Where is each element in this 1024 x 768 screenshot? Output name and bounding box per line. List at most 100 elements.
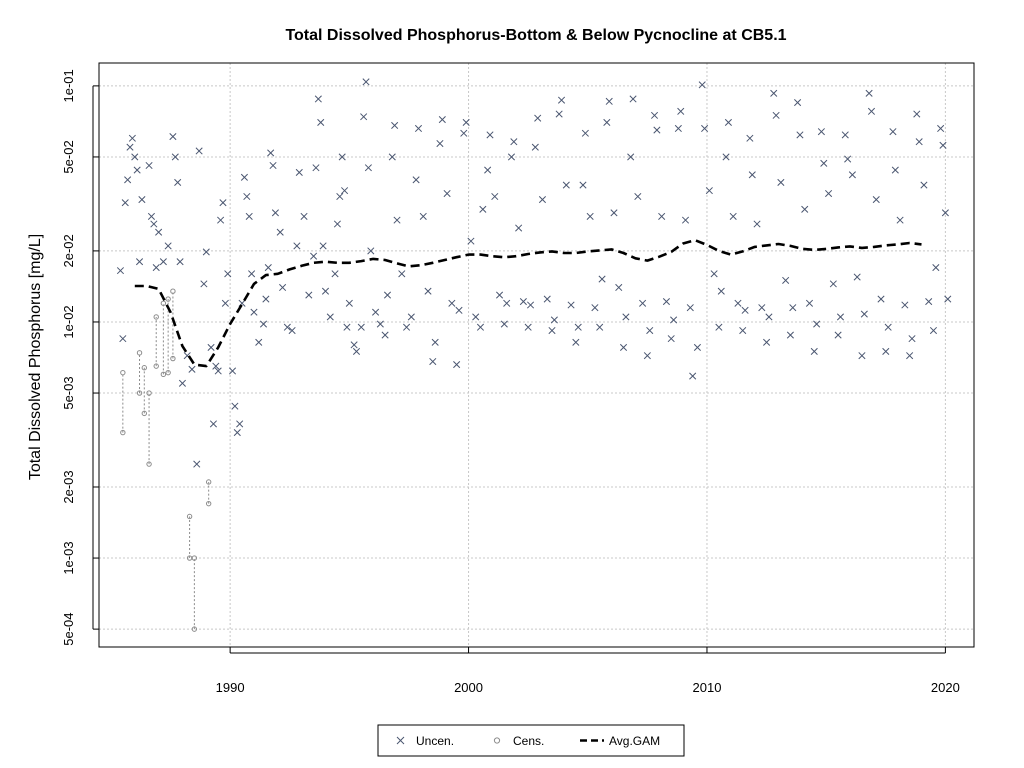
uncensored-point	[188, 365, 196, 373]
uncensored-point	[236, 420, 244, 428]
uncensored-point	[448, 299, 456, 307]
uncensored-point	[615, 283, 623, 292]
uncensored-point	[789, 304, 797, 312]
uncensored-point	[705, 187, 713, 195]
uncensored-point	[805, 299, 814, 307]
uncensored-point	[479, 205, 487, 213]
uncensored-point	[279, 283, 287, 292]
uncensored-point	[240, 173, 248, 181]
censored-lower-point	[120, 429, 126, 436]
uncensored-point	[763, 338, 771, 346]
censored-lower-point	[205, 500, 212, 507]
y-tick-label: 2e-03	[61, 470, 76, 503]
uncensored-point	[193, 460, 201, 468]
x-tick-label: 2000	[454, 680, 483, 695]
uncensored-point	[610, 209, 618, 217]
uncensored-point	[867, 107, 876, 115]
legend-box	[377, 724, 685, 757]
uncensored-point	[748, 171, 756, 179]
uncensored-point	[813, 320, 821, 328]
uncensored-point	[882, 347, 890, 356]
uncensored-point	[724, 118, 732, 127]
uncensored-point	[534, 114, 542, 122]
uncensored-point	[658, 212, 666, 220]
uncensored-point	[259, 320, 268, 328]
uncensored-point	[164, 242, 172, 250]
uncensored-point	[739, 326, 747, 335]
uncensored-point	[734, 299, 742, 307]
uncensored-point	[443, 189, 451, 198]
uncensored-point	[345, 299, 353, 307]
uncensored-point	[250, 308, 258, 316]
uncensored-point	[619, 343, 628, 351]
uncensored-point	[391, 121, 399, 129]
uncensored-point	[491, 192, 499, 201]
uncensored-point	[364, 164, 372, 172]
censored-lower-point	[136, 390, 143, 396]
uncensored-point	[639, 299, 647, 307]
uncensored-point	[674, 124, 682, 133]
uncensored-point	[243, 192, 251, 201]
uncensored-point	[305, 291, 313, 299]
uncensored-point	[169, 133, 177, 141]
uncensored-point	[171, 153, 179, 161]
uncensored-point	[283, 323, 291, 331]
uncensored-point	[677, 107, 685, 115]
uncensored-point	[145, 161, 153, 170]
uncensored-point	[195, 147, 203, 155]
uncensored-point	[944, 295, 952, 303]
uncensored-point	[321, 287, 330, 295]
censored-upper-point	[186, 513, 193, 520]
uncensored-point	[896, 216, 904, 224]
uncensored-point	[414, 124, 423, 133]
uncensored-point	[796, 131, 804, 139]
legend-uncen-label: Uncen.	[416, 734, 454, 748]
y-tick-label: 1e-02	[61, 305, 76, 338]
uncensored-point	[269, 161, 277, 170]
uncensored-point	[245, 212, 253, 220]
uncensored-point	[801, 205, 809, 213]
uncensored-point	[932, 264, 940, 272]
uncensored-point	[159, 258, 167, 266]
uncensored-point	[627, 153, 635, 161]
censored-upper-point	[170, 288, 176, 294]
uncensored-point	[753, 220, 761, 228]
uncensored-point	[741, 306, 749, 314]
uncensored-point	[901, 301, 909, 309]
uncensored-point	[424, 287, 432, 295]
uncensored-point	[689, 372, 697, 380]
uncensored-point	[124, 176, 132, 184]
uncensored-point	[310, 252, 318, 260]
uncensored-point	[383, 291, 392, 299]
uncensored-point	[460, 129, 468, 137]
uncensored-point	[889, 128, 897, 136]
uncensored-point	[939, 141, 947, 149]
uncensored-point	[825, 189, 833, 198]
uncensored-point	[398, 270, 406, 278]
uncensored-point	[579, 181, 587, 189]
uncensored-point	[436, 139, 444, 148]
uncensored-point	[341, 187, 349, 195]
uncensored-point	[462, 118, 470, 127]
uncensored-point	[381, 331, 389, 339]
uncensored-point	[574, 323, 582, 331]
legend-cens-marker	[493, 737, 501, 744]
uncensored-point	[221, 299, 229, 307]
uncensored-point	[853, 273, 861, 281]
uncensored-point	[715, 323, 723, 331]
censored-lower-point	[153, 363, 159, 369]
uncensored-point	[891, 166, 899, 174]
uncensored-point	[572, 338, 580, 346]
uncensored-point	[233, 429, 241, 437]
uncensored-point	[786, 331, 794, 339]
uncensored-point	[331, 270, 339, 278]
legend-cens-label: Cens.	[513, 734, 544, 748]
uncensored-point	[817, 128, 825, 136]
uncensored-point	[562, 181, 570, 189]
uncensored-point	[228, 367, 237, 375]
uncensored-point	[276, 228, 284, 236]
uncensored-point	[131, 153, 139, 161]
uncensored-point	[271, 209, 279, 217]
